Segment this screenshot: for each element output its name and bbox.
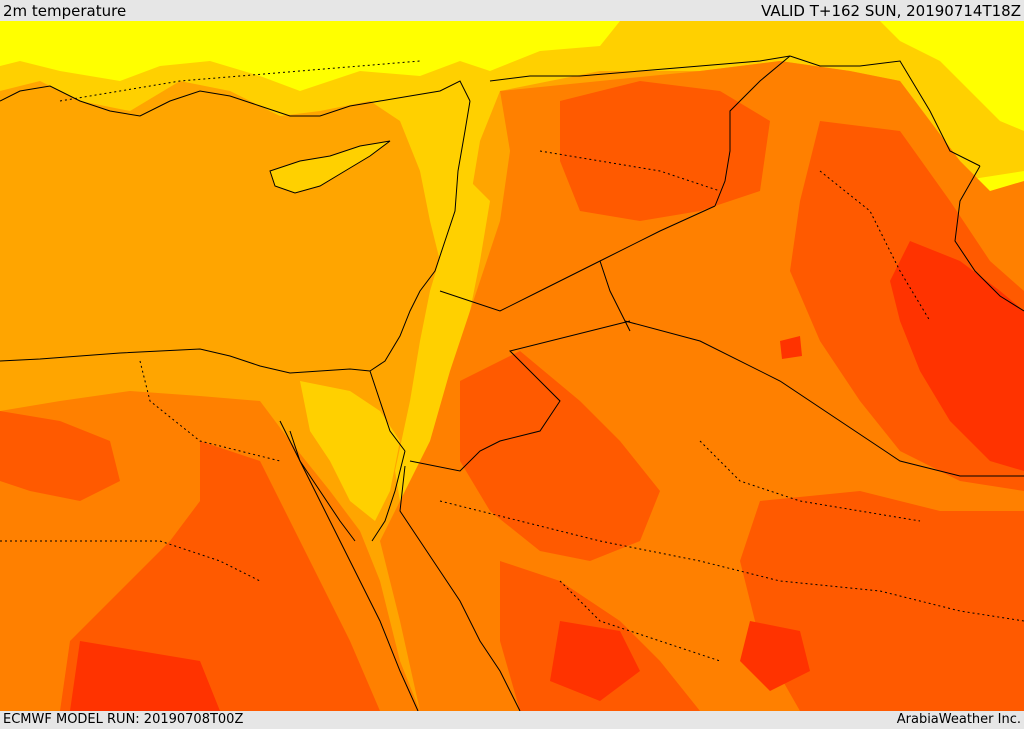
red-sea-east [399,465,521,711]
redorange-arabia-w [460,351,660,561]
redorange-egypt-w [0,411,120,501]
redorange-syria [560,81,770,221]
jordan-syria-border [439,205,716,312]
province-line-6 [0,540,261,582]
province-line-1 [539,150,721,192]
gulf-aqaba [371,450,406,542]
jordan-iraq-border [599,260,631,332]
yellow-band-north [0,21,1024,261]
model-run: ECMWF MODEL RUN: 20190708T00Z [3,712,244,727]
red-sea-west [289,430,419,711]
valid-time: VALID T+162 SUN, 20190714T18Z [761,2,1021,20]
redorange-arabia-se [740,491,1024,711]
red-iraq-dot [780,336,802,359]
map-title: 2m temperature [3,2,127,20]
province-line-2 [819,170,931,322]
cyprus-island [269,140,391,194]
top-bar: 2m temperature VALID T+162 SUN, 20190714… [0,0,1024,21]
levant-yellow [395,181,490,501]
temperature-map [0,21,1024,711]
red-arabia-1 [550,621,640,701]
red-iraq-south [890,241,1024,471]
province-line-3 [139,360,281,462]
egypt-israel-border [369,370,406,452]
red-arabia-2 [740,621,810,691]
province-line-4 [439,500,1024,622]
red-egypt-south [70,641,220,711]
jordan-saudi-border [409,320,631,472]
syria-iraq-border [714,55,791,207]
sinai-yellow [300,381,400,521]
iraq-saudi-border [624,320,1024,477]
yellow-highlight-north [0,21,620,91]
yellow-highlight-ne [880,21,1024,131]
coastlines [0,80,521,711]
province-lines [0,60,1024,662]
syria-turkey-border [489,55,791,82]
iraq-turkey-border [789,55,981,167]
levant-coast [369,100,471,372]
bottom-bar: ECMWF MODEL RUN: 20190708T00Z ArabiaWeat… [0,711,1024,729]
egypt-coast [0,348,371,374]
province-line-7 [59,60,421,102]
credit: ArabiaWeather Inc. [896,712,1021,727]
gulf-suez [279,420,356,542]
country-borders [369,55,1024,477]
iran-iraq-border [954,165,1024,312]
province-line-5 [559,580,721,662]
redorange-egypt-s [60,441,380,711]
province-line-8 [699,440,921,522]
